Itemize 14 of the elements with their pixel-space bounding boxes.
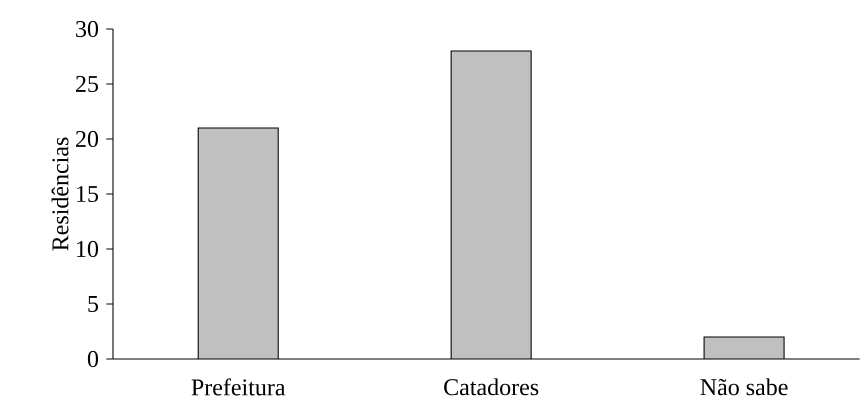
bar [451,51,532,359]
x-tick-label: Catadores [444,378,538,396]
y-tick-label: 15 [77,186,98,202]
y-tick-label: 25 [76,76,98,92]
y-axis-title: Residências [52,138,68,251]
y-tick-label: 5 [88,296,98,312]
x-tick-label: Não sabe [700,378,788,396]
y-tick-label: 10 [77,240,98,258]
y-tick-label: 20 [76,130,98,148]
bar [198,128,278,359]
y-tick-label: 0 [88,350,98,368]
bar [704,336,785,359]
y-tick-label: 30 [76,20,98,38]
x-tick-label: Prefeitura [192,378,286,396]
